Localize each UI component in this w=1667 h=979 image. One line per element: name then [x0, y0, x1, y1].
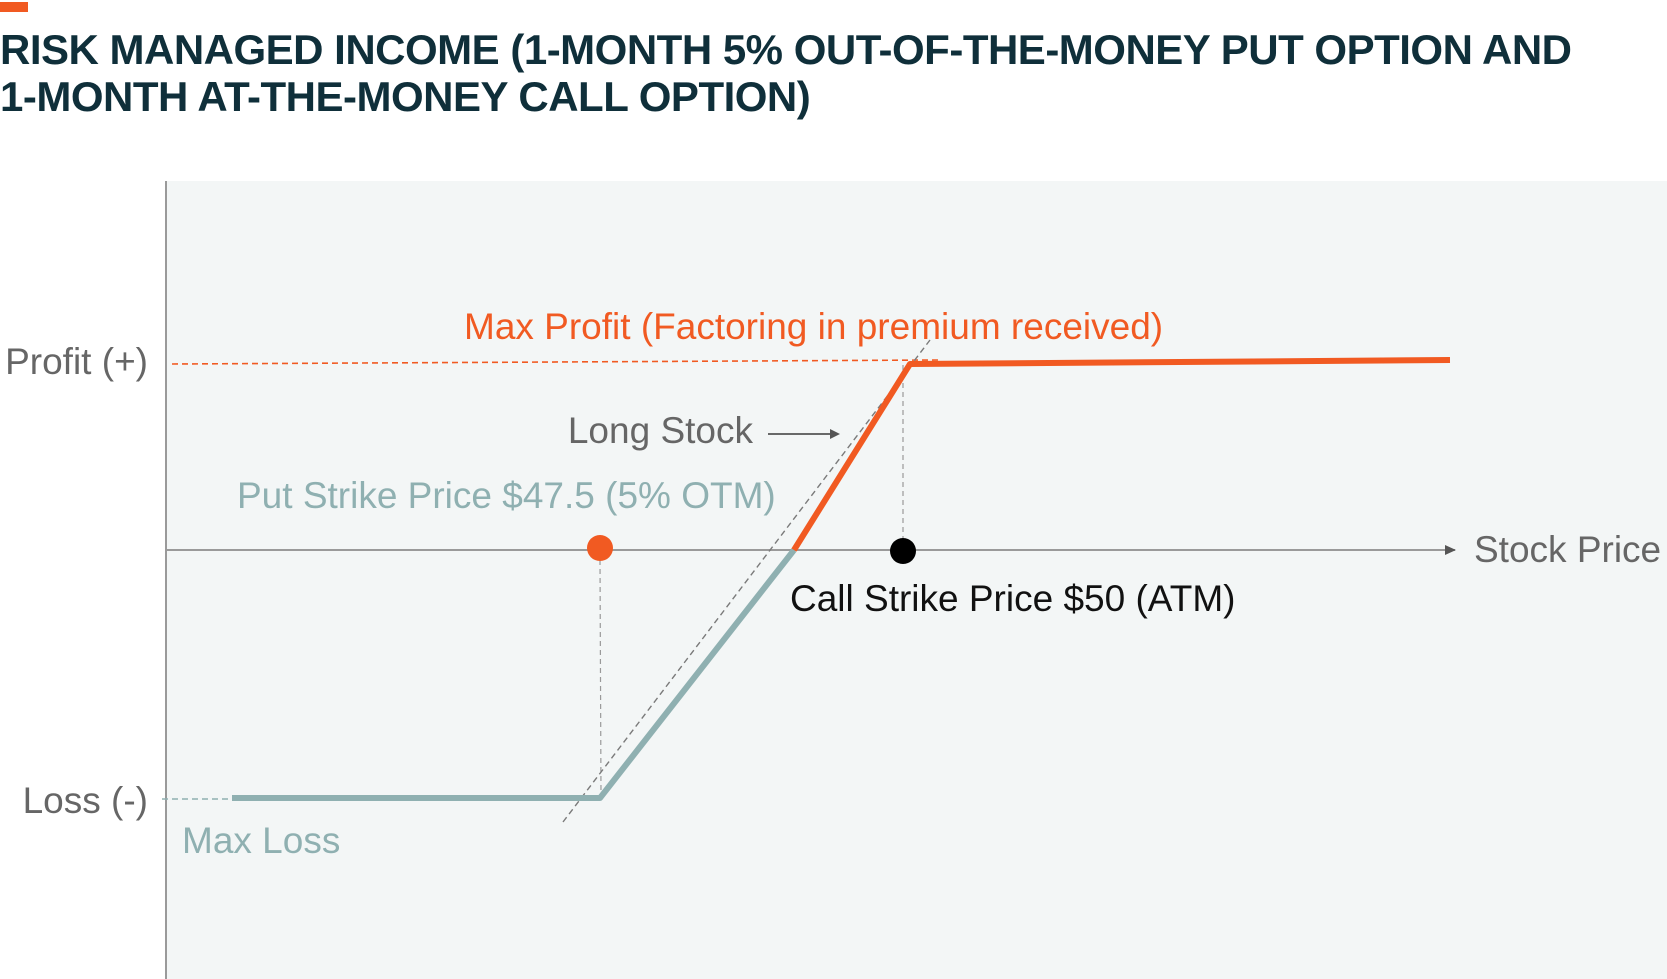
title-line-1: RISK MANAGED INCOME (1-MONTH 5% OUT-OF-T… — [0, 26, 1572, 73]
plot-area — [166, 181, 1667, 979]
payoff-loss-segment — [232, 548, 797, 801]
long-stock-line — [562, 339, 931, 823]
put-strike-guide — [599, 559, 602, 796]
title-line-2: 1-MONTH AT-THE-MONEY CALL OPTION) — [0, 73, 811, 120]
accent-bar — [0, 2, 28, 12]
profit-axis-label: Profit (+) — [5, 341, 148, 382]
x-axis-label: Stock Price — [1474, 529, 1661, 570]
put-strike-label: Put Strike Price $47.5 (5% OTM) — [237, 475, 776, 516]
call-strike-label: Call Strike Price $50 (ATM) — [790, 578, 1235, 619]
put-strike-marker — [587, 535, 613, 561]
call-strike-marker — [890, 538, 916, 564]
max-loss-label: Max Loss — [182, 820, 340, 861]
max-profit-label: Max Profit (Factoring in premium receive… — [464, 306, 1163, 347]
chart-title: RISK MANAGED INCOME (1-MONTH 5% OUT-OF-T… — [0, 26, 1600, 120]
loss-axis-label: Loss (-) — [23, 780, 148, 821]
payoff-profit-segment — [791, 357, 1451, 552]
max-profit-guide — [171, 359, 939, 365]
long-stock-label: Long Stock — [568, 410, 754, 451]
